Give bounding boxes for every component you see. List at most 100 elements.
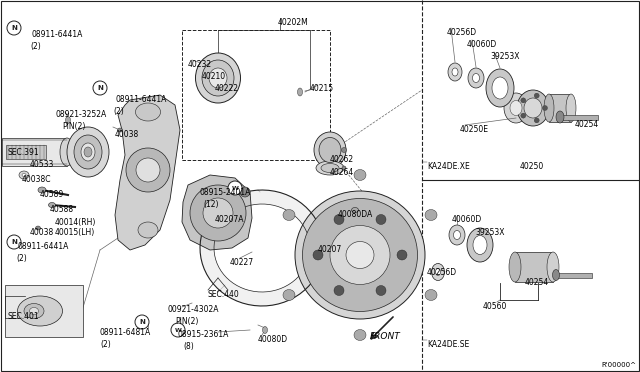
Text: 40256D: 40256D: [447, 28, 477, 37]
Text: FRONT: FRONT: [370, 332, 401, 341]
Circle shape: [334, 285, 344, 295]
Text: PIN(2): PIN(2): [62, 122, 85, 131]
Ellipse shape: [84, 147, 92, 157]
Text: 40254: 40254: [575, 120, 599, 129]
Text: 00921-4302A: 00921-4302A: [168, 305, 220, 314]
Text: 40038C: 40038C: [22, 175, 51, 184]
Ellipse shape: [492, 77, 508, 99]
Ellipse shape: [35, 226, 40, 230]
Circle shape: [7, 21, 21, 35]
Polygon shape: [182, 175, 252, 250]
Ellipse shape: [67, 127, 109, 177]
Circle shape: [136, 158, 160, 182]
Circle shape: [190, 185, 246, 241]
Ellipse shape: [195, 53, 241, 103]
Ellipse shape: [425, 289, 437, 301]
Ellipse shape: [504, 93, 528, 123]
Ellipse shape: [118, 128, 122, 132]
Circle shape: [313, 250, 323, 260]
Ellipse shape: [454, 231, 461, 240]
Ellipse shape: [351, 208, 358, 212]
Text: 39253X: 39253X: [490, 52, 520, 61]
Bar: [549, 94, 571, 122]
Circle shape: [543, 106, 547, 110]
Circle shape: [93, 81, 107, 95]
Text: SEC.391: SEC.391: [8, 148, 40, 157]
Ellipse shape: [342, 166, 346, 170]
Text: 40207: 40207: [318, 245, 342, 254]
Text: 40015(LH): 40015(LH): [55, 228, 95, 237]
Text: 40560: 40560: [483, 302, 508, 311]
Polygon shape: [200, 190, 324, 306]
Ellipse shape: [136, 103, 161, 121]
Text: 40060D: 40060D: [467, 40, 497, 49]
Ellipse shape: [354, 170, 366, 180]
Text: 40210: 40210: [202, 72, 226, 81]
Text: 08921-3252A: 08921-3252A: [55, 110, 106, 119]
Bar: [554, 273, 592, 278]
Ellipse shape: [556, 111, 564, 123]
Ellipse shape: [467, 228, 493, 262]
Text: 40256D: 40256D: [427, 268, 457, 277]
Text: 08911-6441A: 08911-6441A: [115, 95, 166, 104]
Ellipse shape: [262, 327, 268, 334]
Ellipse shape: [283, 209, 295, 221]
Text: 40014(RH): 40014(RH): [55, 218, 97, 227]
Bar: [5, 285, 83, 337]
Text: 08915-2361A: 08915-2361A: [178, 330, 229, 339]
Text: 40589: 40589: [40, 190, 64, 199]
Ellipse shape: [298, 88, 303, 96]
Ellipse shape: [209, 68, 227, 88]
Circle shape: [228, 181, 242, 195]
Circle shape: [203, 198, 233, 228]
Ellipse shape: [17, 296, 63, 326]
Text: 40202M: 40202M: [278, 18, 308, 27]
Ellipse shape: [38, 187, 46, 193]
Text: 40232: 40232: [188, 60, 212, 69]
Ellipse shape: [524, 98, 542, 118]
Text: 39253X: 39253X: [475, 228, 504, 237]
Bar: [182, 30, 330, 160]
Text: 40264: 40264: [330, 168, 355, 177]
Ellipse shape: [22, 173, 26, 176]
Text: 40207A: 40207A: [215, 215, 244, 224]
Ellipse shape: [510, 100, 522, 115]
Ellipse shape: [544, 94, 554, 122]
Text: 40588: 40588: [50, 205, 74, 214]
Ellipse shape: [448, 63, 462, 81]
Text: (8): (8): [183, 342, 194, 351]
Text: PIN(2): PIN(2): [175, 317, 198, 326]
Text: 40254: 40254: [525, 278, 549, 287]
Circle shape: [240, 187, 250, 197]
Text: 40227: 40227: [230, 258, 254, 267]
Text: 08911-6441A: 08911-6441A: [18, 242, 69, 251]
Ellipse shape: [74, 135, 102, 169]
Ellipse shape: [303, 199, 417, 311]
Circle shape: [397, 250, 407, 260]
Ellipse shape: [81, 143, 95, 161]
Text: 40222: 40222: [215, 84, 239, 93]
Text: SEC.440: SEC.440: [208, 290, 240, 299]
Text: KA24DE.XE: KA24DE.XE: [427, 162, 470, 171]
Ellipse shape: [452, 68, 458, 76]
Text: W: W: [232, 186, 239, 190]
Ellipse shape: [283, 289, 295, 301]
Ellipse shape: [321, 164, 339, 173]
Ellipse shape: [431, 263, 445, 280]
Ellipse shape: [425, 209, 437, 221]
Text: 40250E: 40250E: [460, 125, 489, 134]
Ellipse shape: [435, 269, 440, 276]
Text: N: N: [11, 239, 17, 245]
Circle shape: [534, 118, 540, 123]
Text: 08911-6481A: 08911-6481A: [100, 328, 151, 337]
Ellipse shape: [509, 252, 521, 282]
Ellipse shape: [314, 132, 346, 168]
Bar: [515, 252, 553, 282]
Text: SEC.401: SEC.401: [8, 312, 40, 321]
Ellipse shape: [517, 90, 549, 126]
Ellipse shape: [342, 148, 346, 153]
Text: 08915-2401A: 08915-2401A: [200, 188, 252, 197]
Ellipse shape: [49, 202, 56, 208]
Circle shape: [171, 323, 185, 337]
Text: (2): (2): [100, 340, 111, 349]
